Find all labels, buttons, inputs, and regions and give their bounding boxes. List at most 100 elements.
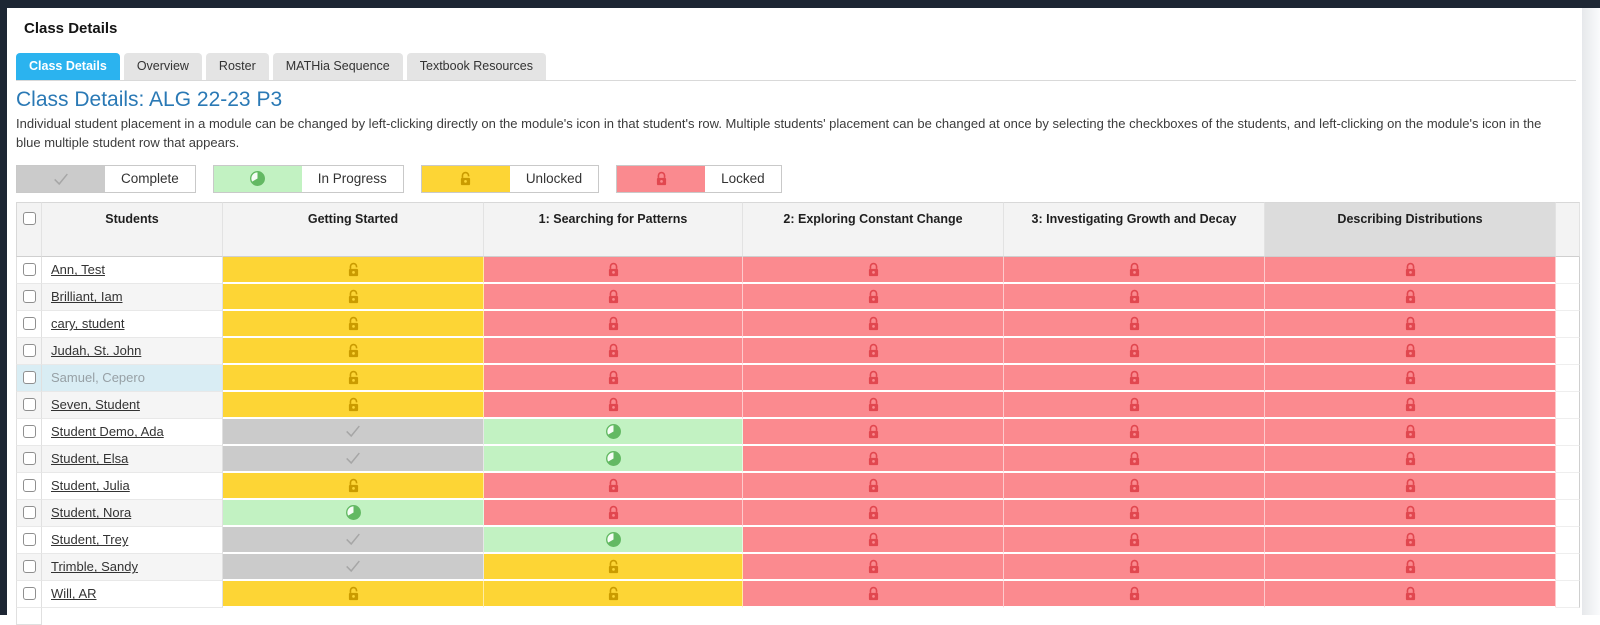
module-status-cell-locked[interactable] <box>743 472 1004 500</box>
module-status-cell-unlocked[interactable] <box>484 580 743 608</box>
student-name-link[interactable]: Student Demo, Ada <box>51 424 164 440</box>
module-status-cell-locked[interactable] <box>484 391 743 419</box>
module-status-cell-locked[interactable] <box>484 310 743 338</box>
module-status-cell-unlocked[interactable] <box>223 283 484 311</box>
module-status-cell-locked[interactable] <box>1265 445 1556 473</box>
module-status-cell-locked[interactable] <box>1265 418 1556 446</box>
student-name-link[interactable]: Will, AR <box>51 586 97 602</box>
module-status-cell-unlocked[interactable] <box>223 472 484 500</box>
module-status-cell-locked[interactable] <box>1004 418 1265 446</box>
module-status-cell-locked[interactable] <box>484 364 743 392</box>
module-status-cell-unlocked[interactable] <box>484 553 743 581</box>
module-status-cell-in-progress[interactable] <box>223 499 484 527</box>
student-name-link[interactable]: Brilliant, Iam <box>51 289 123 305</box>
module-status-cell-locked[interactable] <box>743 418 1004 446</box>
module-status-cell-locked[interactable] <box>743 337 1004 365</box>
module-status-cell-locked[interactable] <box>743 283 1004 311</box>
module-status-cell-locked[interactable] <box>743 256 1004 284</box>
module-status-cell-complete[interactable] <box>223 526 484 554</box>
module-status-cell-locked[interactable] <box>743 580 1004 608</box>
module-status-cell-locked[interactable] <box>1004 499 1265 527</box>
module-status-cell-locked[interactable] <box>1265 256 1556 284</box>
student-checkbox[interactable] <box>22 289 36 303</box>
module-status-cell-locked[interactable] <box>743 526 1004 554</box>
module-status-cell-unlocked[interactable] <box>223 580 484 608</box>
module-status-cell-locked[interactable] <box>1265 283 1556 311</box>
module-status-cell-in-progress[interactable] <box>484 526 743 554</box>
module-status-cell-locked[interactable] <box>484 472 743 500</box>
module-status-cell-complete[interactable] <box>223 553 484 581</box>
module-status-cell-locked[interactable] <box>743 445 1004 473</box>
module-status-cell-locked[interactable] <box>743 553 1004 581</box>
module-status-cell-locked[interactable] <box>1004 553 1265 581</box>
module-status-cell-in-progress[interactable] <box>484 418 743 446</box>
module-status-cell-locked[interactable] <box>1265 310 1556 338</box>
module-status-cell-locked[interactable] <box>1004 283 1265 311</box>
student-checkbox[interactable] <box>22 559 36 573</box>
module-status-cell-locked[interactable] <box>1265 580 1556 608</box>
module-status-cell-locked[interactable] <box>1265 364 1556 392</box>
module-status-cell-in-progress[interactable] <box>484 445 743 473</box>
select-all-checkbox[interactable] <box>22 211 36 225</box>
module-status-cell-locked[interactable] <box>743 310 1004 338</box>
student-checkbox[interactable] <box>22 478 36 492</box>
module-status-cell-locked[interactable] <box>1004 526 1265 554</box>
module-status-cell-locked[interactable] <box>1004 391 1265 419</box>
module-status-cell-locked[interactable] <box>484 256 743 284</box>
student-checkbox[interactable] <box>22 343 36 357</box>
legend-label: Locked <box>721 171 765 187</box>
class-heading: Class Details: ALG 22-23 P3 <box>16 88 283 111</box>
module-status-cell-locked[interactable] <box>743 391 1004 419</box>
tab-class-details[interactable]: Class Details <box>16 53 120 80</box>
module-status-cell-locked[interactable] <box>1265 472 1556 500</box>
partial-column-cell <box>1556 337 1580 365</box>
student-name-link[interactable]: Student, Julia <box>51 478 130 494</box>
module-status-cell-locked[interactable] <box>1004 445 1265 473</box>
student-checkbox[interactable] <box>22 451 36 465</box>
student-name-link[interactable]: Ann, Test <box>51 262 105 278</box>
student-checkbox[interactable] <box>22 397 36 411</box>
module-status-cell-locked[interactable] <box>1004 580 1265 608</box>
module-status-cell-unlocked[interactable] <box>223 256 484 284</box>
student-checkbox[interactable] <box>22 262 36 276</box>
tab-overview[interactable]: Overview <box>123 53 202 80</box>
student-checkbox[interactable] <box>22 586 36 600</box>
module-status-cell-unlocked[interactable] <box>223 364 484 392</box>
tab-mathia-sequence[interactable]: MATHia Sequence <box>272 53 403 80</box>
module-status-cell-locked[interactable] <box>1004 472 1265 500</box>
student-name-link[interactable]: Student, Trey <box>51 532 129 548</box>
student-name-link[interactable]: cary, student <box>51 316 125 332</box>
module-status-cell-complete[interactable] <box>223 445 484 473</box>
module-status-cell-locked[interactable] <box>743 499 1004 527</box>
module-status-cell-locked[interactable] <box>1265 526 1556 554</box>
module-status-cell-locked[interactable] <box>1004 364 1265 392</box>
module-status-cell-locked[interactable] <box>1004 337 1265 365</box>
module-status-cell-locked[interactable] <box>1265 553 1556 581</box>
module-status-cell-locked[interactable] <box>484 283 743 311</box>
student-name-link[interactable]: Seven, Student <box>51 397 140 413</box>
student-checkbox[interactable] <box>22 316 36 330</box>
student-checkbox[interactable] <box>22 532 36 546</box>
module-status-cell-locked[interactable] <box>484 337 743 365</box>
module-status-cell-locked[interactable] <box>1265 337 1556 365</box>
module-status-cell-locked[interactable] <box>1265 391 1556 419</box>
student-name-link[interactable]: Judah, St. John <box>51 343 142 359</box>
module-status-cell-locked[interactable] <box>1265 499 1556 527</box>
student-name-link[interactable]: Student, Nora <box>51 505 132 521</box>
module-status-cell-complete[interactable] <box>223 418 484 446</box>
student-name-link[interactable]: Student, Elsa <box>51 451 129 467</box>
module-status-cell-unlocked[interactable] <box>223 391 484 419</box>
student-name-link[interactable]: Trimble, Sandy <box>51 559 138 575</box>
student-checkbox[interactable] <box>22 370 36 384</box>
module-status-cell-locked[interactable] <box>484 499 743 527</box>
module-status-cell-locked[interactable] <box>743 364 1004 392</box>
tab-roster[interactable]: Roster <box>205 53 269 80</box>
module-status-cell-unlocked[interactable] <box>223 310 484 338</box>
module-status-cell-unlocked[interactable] <box>223 337 484 365</box>
student-checkbox[interactable] <box>22 424 36 438</box>
student-checkbox[interactable] <box>22 505 36 519</box>
lock-closed-icon <box>1405 505 1415 519</box>
tab-textbook-resources[interactable]: Textbook Resources <box>406 53 547 80</box>
module-status-cell-locked[interactable] <box>1004 310 1265 338</box>
module-status-cell-locked[interactable] <box>1004 256 1265 284</box>
